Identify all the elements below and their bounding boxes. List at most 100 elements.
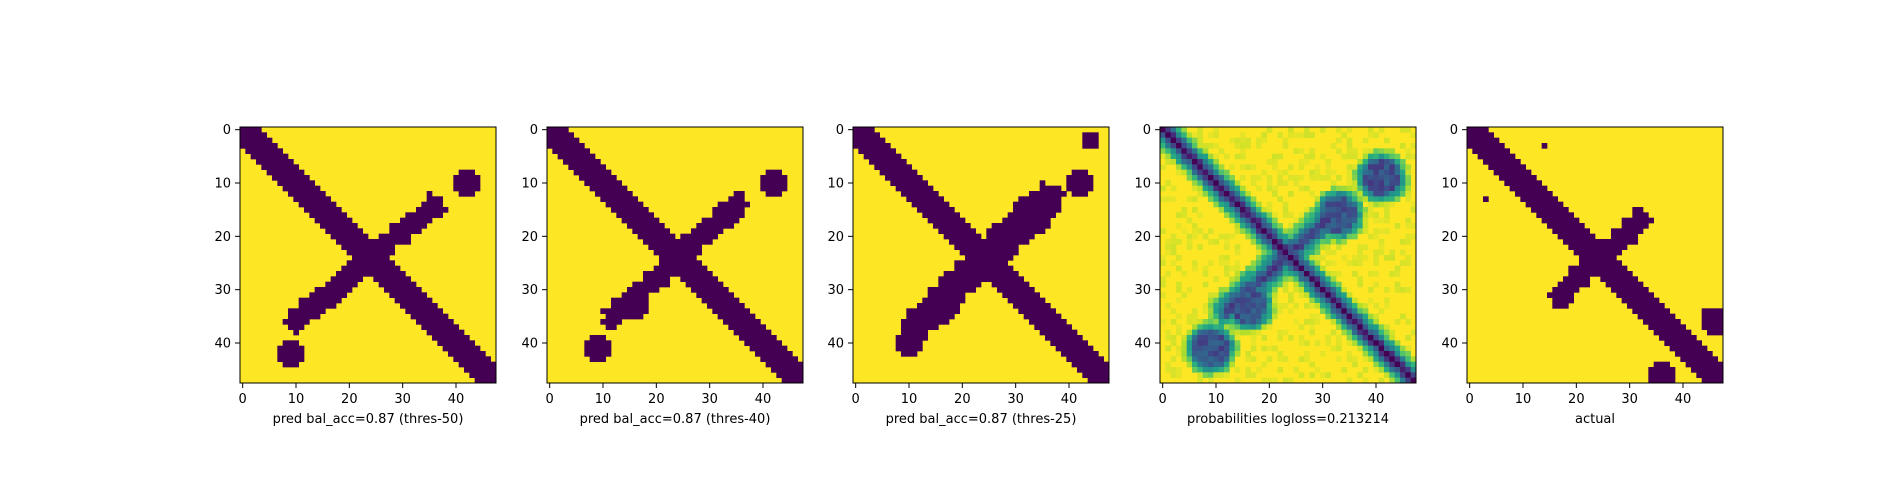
heatmap-cell: [288, 356, 294, 363]
heatmap-cell: [416, 207, 422, 213]
heatmap-cell: [1234, 351, 1241, 357]
heatmap-cell: [1181, 169, 1188, 176]
heatmap-cell: [1234, 201, 1241, 208]
heatmap-cell: [1701, 377, 1708, 384]
heatmap-cell: [584, 175, 591, 181]
heatmap-cell: [1277, 281, 1284, 288]
heatmap-cell: [1368, 175, 1374, 181]
heatmap-cell: [723, 297, 729, 304]
heatmap-cell: [1213, 191, 1220, 197]
heatmap-cell: [1218, 356, 1225, 363]
heatmap-cell: [1282, 329, 1289, 336]
heatmap-cell: [1520, 196, 1527, 203]
heatmap-cell: [1493, 143, 1500, 149]
heatmap-cell: [911, 185, 918, 192]
heatmap-cell: [922, 335, 929, 341]
x-tick-label: 20: [648, 392, 665, 407]
heatmap-cell: [1261, 132, 1268, 139]
heatmap-cell: [458, 180, 465, 187]
heatmap-cell: [1066, 175, 1073, 181]
heatmap-cell: [1039, 303, 1046, 309]
heatmap-cell: [1023, 223, 1030, 229]
heatmap-cell: [1573, 281, 1580, 288]
heatmap-cell: [1573, 265, 1580, 272]
heatmap-cell: [933, 292, 939, 299]
heatmap-cell: [906, 319, 913, 325]
heatmap-cell: [1467, 132, 1473, 139]
heatmap-cell: [1202, 329, 1209, 336]
heatmap-cell: [1595, 271, 1601, 277]
heatmap-cell: [1541, 217, 1548, 224]
heatmap-cell: [1197, 175, 1204, 181]
heatmap-cell: [362, 239, 369, 245]
heatmap-cell: [664, 260, 671, 267]
heatmap-cell: [1664, 340, 1671, 347]
heatmap-cell: [368, 265, 374, 272]
heatmap-cell: [1181, 132, 1188, 139]
heatmap-cell: [1293, 132, 1300, 139]
heatmap-cell: [1061, 340, 1067, 347]
heatmap-cell: [1373, 303, 1380, 309]
heatmap-cell: [1346, 175, 1353, 181]
heatmap-cell: [906, 335, 913, 341]
heatmap-cell: [1389, 351, 1396, 357]
heatmap-cell: [911, 345, 918, 352]
heatmap-cell: [749, 329, 756, 336]
heatmap-cell: [1600, 260, 1607, 267]
heatmap-cell: [637, 292, 644, 299]
heatmap-cell: [911, 335, 918, 341]
heatmap-cell: [906, 191, 913, 197]
heatmap-cell: [765, 340, 772, 347]
heatmap-cell: [330, 212, 337, 219]
heatmap-cell: [605, 169, 612, 176]
heatmap-cell: [707, 223, 713, 229]
heatmap-cell: [1691, 340, 1697, 347]
heatmap-cell: [1621, 244, 1628, 251]
heatmap-cell: [965, 265, 971, 272]
heatmap-cell: [1600, 265, 1607, 272]
heatmap-cell: [1352, 196, 1358, 203]
heatmap-cell: [653, 228, 660, 235]
heatmap-cell: [1346, 180, 1353, 187]
heatmap-cell: [1472, 148, 1479, 155]
heatmap-cell: [1055, 324, 1062, 331]
heatmap-cell: [1013, 292, 1019, 299]
heatmap-cell: [701, 271, 708, 277]
heatmap-cell: [458, 191, 465, 197]
heatmap-cell: [981, 249, 987, 256]
heatmap-cell: [1336, 297, 1342, 304]
heatmap-cell: [1050, 201, 1057, 208]
heatmap-cell: [1093, 137, 1099, 144]
heatmap-cell: [1488, 159, 1495, 165]
heatmap-cell: [346, 276, 353, 283]
heatmap-cell: [1266, 260, 1273, 267]
heatmap-cell: [1050, 191, 1057, 197]
heatmap-cell: [917, 201, 923, 208]
heatmap-cell: [927, 308, 934, 315]
heatmap-cell: [1400, 175, 1406, 181]
heatmap-cell: [1240, 185, 1246, 192]
heatmap-cell: [410, 281, 417, 288]
heatmap-cell: [579, 159, 585, 165]
heatmap-cell: [458, 335, 465, 341]
heatmap-cell: [298, 297, 305, 304]
heatmap-cell: [368, 260, 374, 267]
heatmap-cell: [293, 185, 300, 192]
heatmap-cell: [1176, 287, 1182, 293]
heatmap-cell: [421, 313, 428, 320]
heatmap-cell: [1563, 239, 1569, 245]
heatmap-cell: [1272, 265, 1278, 272]
heatmap-cell: [1346, 217, 1353, 224]
heatmap-cell: [1368, 153, 1374, 160]
heatmap-cell: [1266, 180, 1273, 187]
heatmap-cell: [696, 228, 703, 235]
heatmap-cell: [341, 212, 348, 219]
heatmap-cell: [474, 345, 481, 352]
heatmap-cell: [1330, 329, 1337, 336]
heatmap-cell: [1192, 132, 1198, 139]
heatmap-cell: [1234, 308, 1241, 315]
heatmap-cell: [1325, 249, 1332, 256]
heatmap-cell: [997, 249, 1003, 256]
heatmap-cell: [1314, 367, 1321, 373]
